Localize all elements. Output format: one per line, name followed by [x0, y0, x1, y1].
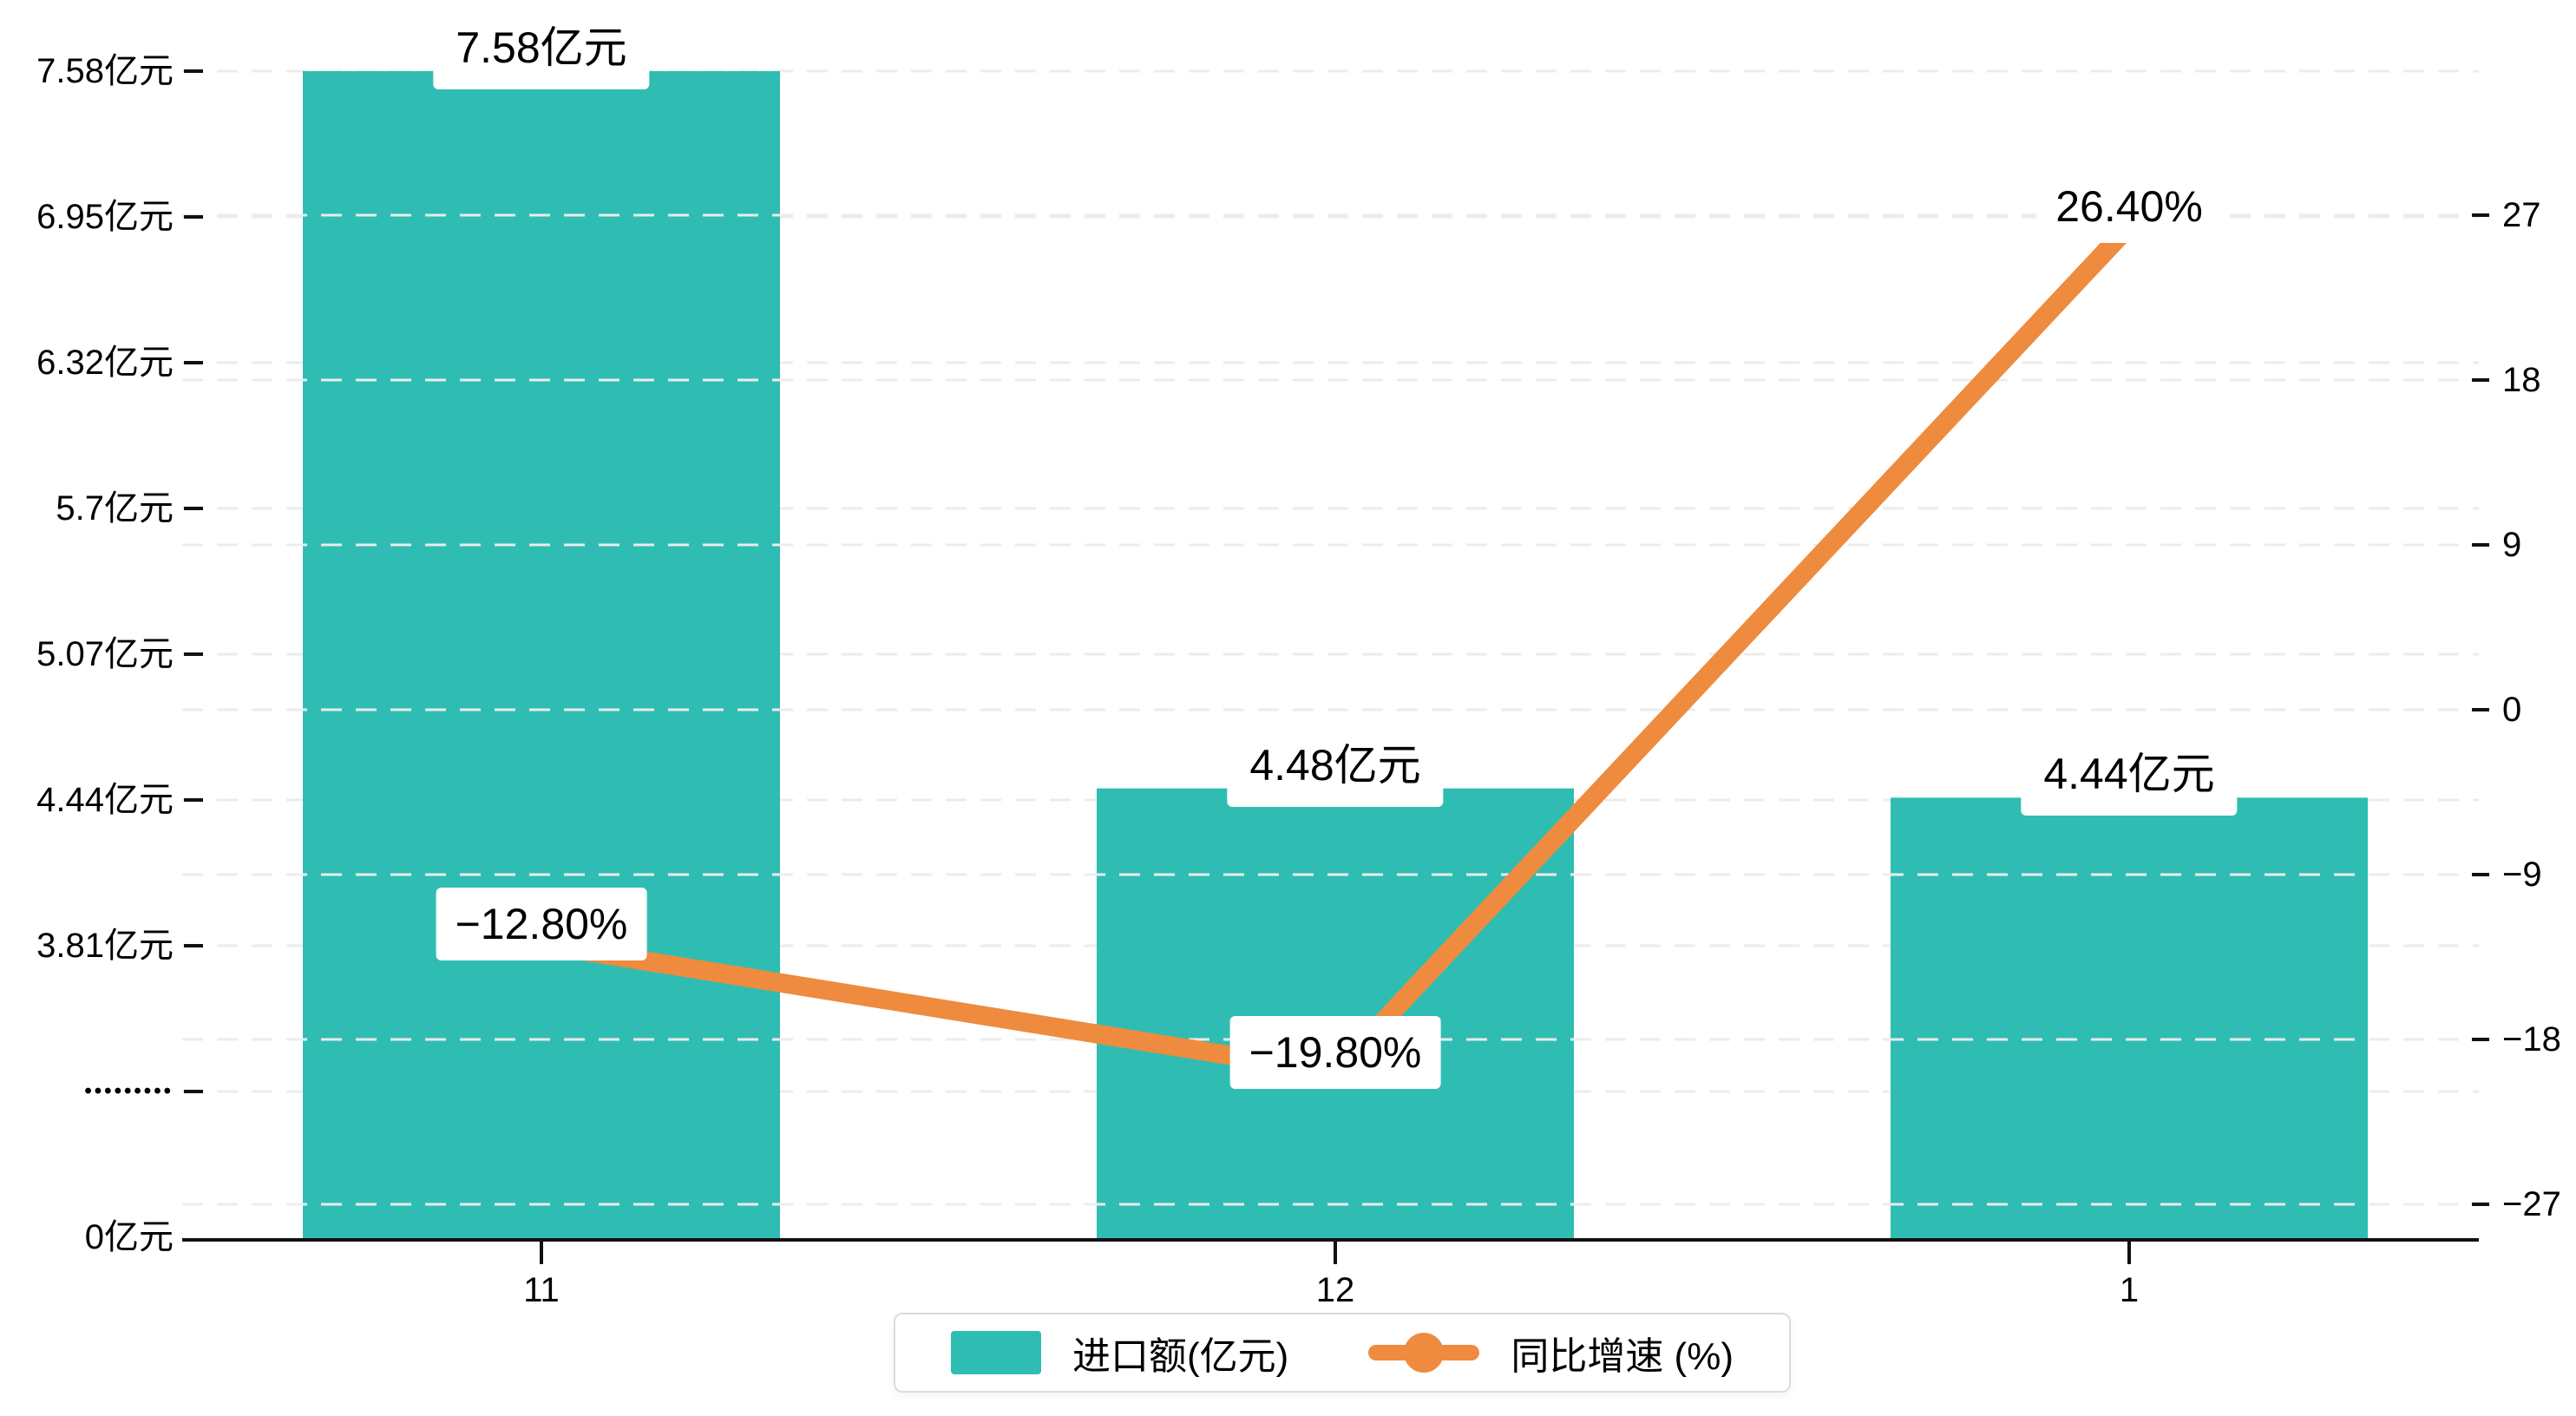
left-tick [184, 507, 203, 510]
legend-item-imports[interactable]: 进口额(亿元) [951, 1325, 1288, 1380]
left-tick [184, 944, 203, 947]
right-axis-label: 27 [2502, 196, 2541, 234]
y-axis-label: 6.32亿元 [36, 344, 174, 382]
y-axis-label: 7.58亿元 [36, 52, 174, 90]
x-tick [1334, 1242, 1337, 1264]
bar-series-swatch-icon [951, 1331, 1042, 1374]
line-value-label: −19.80% [1229, 1016, 1441, 1089]
line-series-dot-icon [1404, 1333, 1445, 1373]
line-series-marker-icon [1368, 1333, 1480, 1373]
x-tick [540, 1242, 543, 1264]
bar-11 [303, 71, 780, 1238]
x-axis-label: 12 [1315, 1271, 1355, 1309]
right-tick [2472, 873, 2489, 876]
y-axis-label: 3.81亿元 [36, 927, 174, 965]
left-tick [184, 652, 203, 656]
right-tick [2472, 543, 2489, 547]
right-tick [2472, 1203, 2489, 1206]
bar-value-label: 4.44亿元 [2021, 732, 2238, 816]
right-tick [2472, 378, 2489, 382]
right-axis-label: 0 [2502, 691, 2522, 729]
right-axis-label: 18 [2502, 361, 2541, 399]
bar-value-label: 4.48亿元 [1227, 723, 1444, 807]
legend-label-imports: 进口额(亿元) [1072, 1335, 1289, 1378]
bar-1 [1891, 797, 2368, 1238]
line-value-label: 26.40% [2036, 169, 2222, 243]
legend-label-growth: 同比增速 (%) [1511, 1335, 1734, 1378]
bar-value-label: 7.58亿元 [433, 6, 650, 89]
right-tick [2472, 213, 2489, 217]
right-axis-label: −18 [2502, 1020, 2561, 1059]
left-tick [184, 798, 203, 802]
left-tick [184, 1090, 203, 1093]
legend: 进口额(亿元) 同比增速 (%) [894, 1313, 1791, 1393]
x-axis-label: 1 [2119, 1271, 2140, 1309]
right-axis-label: −9 [2502, 856, 2542, 894]
y-axis-label: 5.7亿元 [56, 489, 174, 528]
y-axis-label: ••••••••• [84, 1079, 174, 1103]
left-tick [184, 69, 203, 73]
left-tick [184, 361, 203, 364]
left-tick [184, 215, 203, 219]
right-tick [2472, 708, 2489, 711]
bar-12 [1097, 788, 1574, 1238]
y-axis-label: 5.07亿元 [36, 635, 174, 673]
y-axis-label: 6.95亿元 [36, 198, 174, 236]
legend-item-growth[interactable]: 同比增速 (%) [1368, 1325, 1734, 1380]
y-axis-label: 0亿元 [84, 1218, 174, 1256]
right-axis-label: 9 [2502, 526, 2522, 564]
y-axis-label: 4.44亿元 [36, 781, 174, 819]
right-tick [2472, 1038, 2489, 1041]
x-axis-line [182, 1238, 2479, 1242]
line-value-label: −12.80% [436, 888, 647, 961]
x-axis-label: 11 [523, 1271, 560, 1309]
right-axis-label: −27 [2502, 1185, 2561, 1223]
x-tick [2127, 1242, 2131, 1264]
